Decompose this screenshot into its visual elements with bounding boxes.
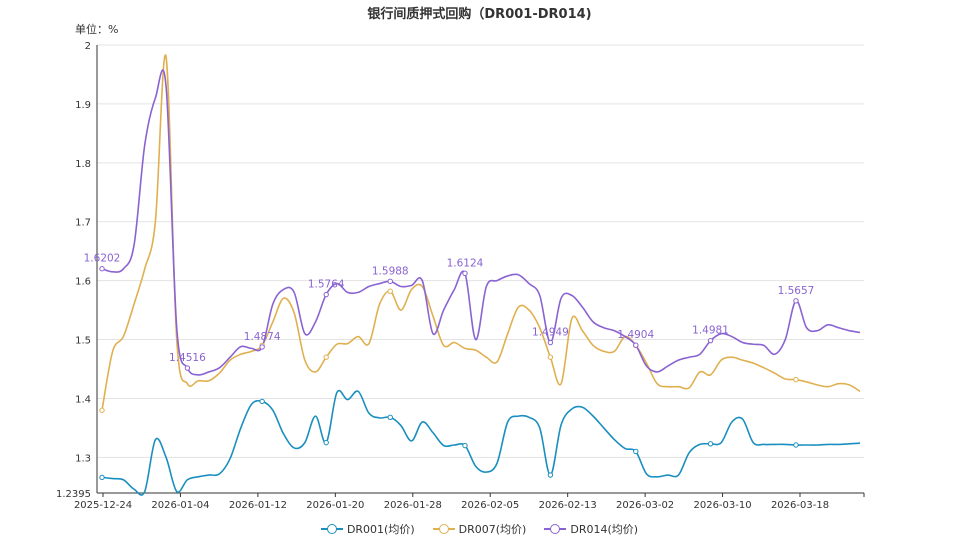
legend-label: DR014(均价) bbox=[570, 523, 639, 536]
data-label: 1.6124 bbox=[447, 257, 484, 269]
data-label: 1.4904 bbox=[617, 329, 654, 341]
unit-label: 单位：% bbox=[75, 23, 119, 36]
data-label: 1.4874 bbox=[244, 331, 281, 343]
legend-item-2[interactable]: DR007(均价) bbox=[432, 521, 527, 537]
x-tick-label: 2026-02-13 bbox=[539, 500, 597, 511]
data-point bbox=[707, 337, 714, 344]
legend: DR001(均价) DR007(均价) DR014(均价) bbox=[0, 521, 959, 537]
data-label: 1.4981 bbox=[692, 325, 729, 337]
data-point bbox=[259, 398, 265, 405]
legend-label: DR007(均价) bbox=[458, 523, 527, 536]
data-point bbox=[99, 266, 105, 272]
data-point bbox=[547, 472, 554, 478]
legend-item-1[interactable]: DR001(均价) bbox=[320, 521, 415, 537]
data-point bbox=[793, 376, 799, 383]
legend-item-3[interactable]: DR014(均价) bbox=[544, 521, 638, 537]
x-tick-label: 2026-02-05 bbox=[461, 500, 519, 511]
data-point bbox=[259, 344, 265, 350]
data-point bbox=[547, 354, 554, 360]
y-tick-label: 1.3 bbox=[75, 453, 91, 464]
legend-marker bbox=[438, 524, 449, 534]
data-point bbox=[547, 339, 554, 346]
data-point bbox=[184, 365, 191, 371]
data-point bbox=[387, 288, 393, 294]
y-tick-label: 1.7 bbox=[75, 218, 91, 229]
y-tick-label: 1.4 bbox=[75, 394, 91, 405]
data-label: 1.5657 bbox=[778, 285, 815, 297]
y-tick-label: 2 bbox=[85, 41, 91, 52]
data-point bbox=[99, 407, 105, 413]
y-tick-label: 1.5 bbox=[75, 336, 91, 347]
data-point bbox=[793, 442, 799, 448]
legend-label: DR001(均价) bbox=[346, 523, 415, 536]
x-tick-label: 2026-01-28 bbox=[384, 500, 442, 511]
x-tick-label: 2025-12-24 bbox=[74, 500, 132, 511]
x-tick-label: 2026-03-10 bbox=[693, 500, 751, 511]
y-tick-label: 1.6 bbox=[75, 277, 91, 288]
y-tick-label: 1.9 bbox=[75, 100, 91, 111]
data-point bbox=[323, 291, 329, 298]
y-tick-label: 1.2395 bbox=[56, 489, 91, 500]
data-point bbox=[707, 441, 714, 447]
series-line-3 bbox=[101, 69, 861, 376]
data-point bbox=[387, 414, 393, 421]
x-tick-label: 2026-01-12 bbox=[229, 500, 287, 511]
legend-marker bbox=[550, 524, 561, 534]
data-label: 1.5988 bbox=[372, 265, 409, 277]
x-tick-label: 2026-01-20 bbox=[306, 500, 364, 511]
data-point bbox=[387, 278, 393, 285]
chart-title: 银行间质押式回购（DR001-DR014) bbox=[367, 7, 592, 22]
x-tick-label: 2026-03-18 bbox=[771, 500, 829, 511]
data-label: 1.4949 bbox=[532, 327, 569, 339]
data-point bbox=[793, 298, 799, 304]
data-point bbox=[462, 442, 468, 449]
data-point bbox=[633, 448, 639, 455]
data-point bbox=[323, 354, 329, 360]
y-tick-label: 1.8 bbox=[75, 159, 91, 170]
data-label: 1.5764 bbox=[308, 279, 345, 291]
data-point bbox=[462, 270, 468, 277]
data-label: 1.4516 bbox=[169, 352, 206, 364]
legend-marker bbox=[326, 524, 337, 534]
x-tick-label: 2026-01-04 bbox=[151, 500, 209, 511]
legend-swatch bbox=[544, 524, 567, 534]
data-point bbox=[99, 474, 105, 481]
legend-swatch bbox=[432, 524, 455, 534]
x-tick-label: 2026-03-02 bbox=[616, 500, 674, 511]
data-point bbox=[633, 342, 639, 348]
data-label: 1.6202 bbox=[84, 253, 121, 265]
series-line-2 bbox=[101, 54, 861, 411]
data-point bbox=[323, 439, 329, 446]
legend-swatch bbox=[320, 524, 343, 534]
series-line-1 bbox=[101, 389, 861, 496]
